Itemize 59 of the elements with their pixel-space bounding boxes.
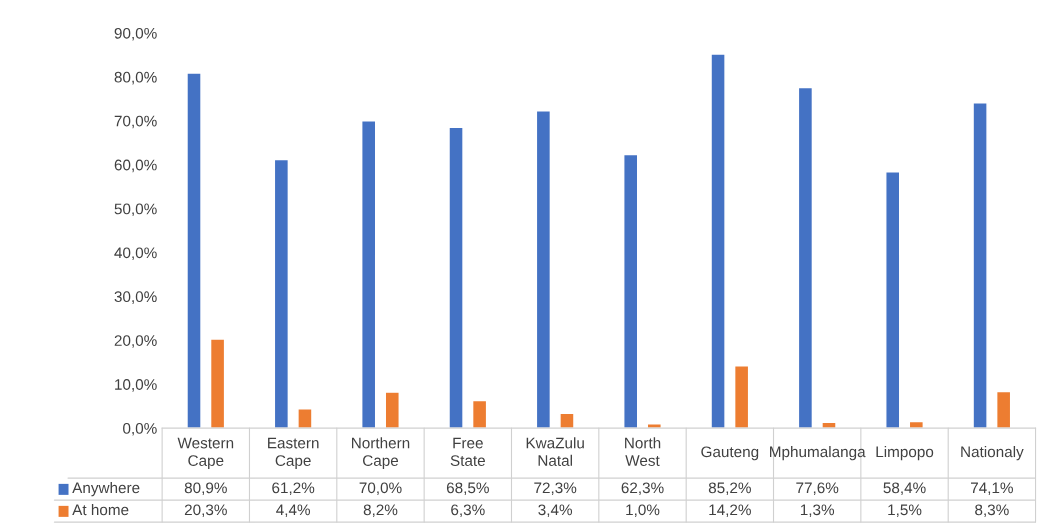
- bar: [384, 391, 400, 429]
- y-tick-label: 30,0%: [114, 291, 157, 304]
- bar: [623, 153, 639, 429]
- bar: [471, 399, 488, 429]
- y-tick-label: 50,0%: [114, 203, 157, 217]
- y-tick-label: 90,0%: [114, 27, 157, 41]
- data-label: 72,3%: [534, 482, 577, 496]
- y-tick-label: 60,0%: [114, 159, 157, 173]
- x-tick-label: Nationaly: [961, 445, 1024, 461]
- bar: [186, 72, 202, 429]
- bar: [535, 110, 552, 429]
- x-tick-label: Free State: [450, 437, 485, 466]
- bar: [972, 102, 988, 429]
- y-tick-label: 80,0%: [114, 71, 157, 85]
- data-label: 1,0%: [626, 504, 660, 518]
- data-label: 3,4%: [538, 504, 573, 518]
- data-label: 1,5%: [888, 504, 922, 518]
- x-tick-label: Northern Cape: [352, 437, 410, 470]
- data-label: 68,5%: [446, 482, 489, 496]
- bar: [797, 86, 814, 429]
- legend-label: At home: [72, 503, 129, 516]
- data-label: 62,3%: [621, 482, 664, 496]
- y-tick-label: 70,0%: [114, 115, 157, 129]
- data-label: 58,4%: [883, 482, 926, 496]
- bar: [209, 338, 226, 429]
- data-label: 70,0%: [359, 482, 402, 496]
- data-label: 14,2%: [709, 504, 751, 518]
- data-label: 1,3%: [800, 504, 835, 518]
- data-label: 74,1%: [970, 482, 1013, 496]
- bar: [448, 126, 464, 429]
- data-label: 85,2%: [708, 482, 751, 496]
- x-tick-label: KwaZulu Natal: [526, 437, 584, 466]
- data-label: 8,3%: [975, 504, 1009, 518]
- x-tick-label: North West: [625, 437, 661, 466]
- bar: [361, 120, 377, 429]
- x-tick-label: Limpopo: [876, 445, 934, 461]
- data-label: 61,2%: [272, 482, 315, 496]
- bar: [559, 412, 575, 429]
- y-tick-label: 20,0%: [114, 335, 157, 348]
- bar: [273, 158, 290, 429]
- data-label: 20,3%: [184, 504, 227, 518]
- bar: [885, 171, 901, 429]
- bar: [710, 53, 726, 429]
- data-label: 77,6%: [796, 482, 839, 496]
- y-tick-label: 10,0%: [115, 379, 157, 392]
- data-label: 4,4%: [276, 504, 311, 518]
- x-tick-label: Eastern Cape: [268, 437, 319, 470]
- legend-label: Anywhere: [72, 481, 140, 497]
- y-tick-label: 0,0%: [123, 422, 157, 436]
- x-tick-label: Gauteng: [701, 446, 759, 461]
- data-label: 80,9%: [184, 482, 227, 496]
- x-tick-label: Mphumalanga: [770, 445, 866, 461]
- x-tick-label: Western Cape: [177, 437, 234, 470]
- bar: [995, 390, 1012, 429]
- bar: [733, 365, 750, 429]
- bar: [297, 408, 313, 429]
- data-label: 8,2%: [363, 504, 398, 518]
- data-label: 6,3%: [451, 504, 485, 518]
- y-tick-label: 40,0%: [114, 247, 157, 260]
